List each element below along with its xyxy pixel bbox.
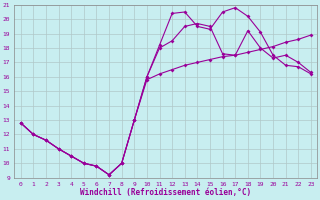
X-axis label: Windchill (Refroidissement éolien,°C): Windchill (Refroidissement éolien,°C) xyxy=(80,188,252,197)
